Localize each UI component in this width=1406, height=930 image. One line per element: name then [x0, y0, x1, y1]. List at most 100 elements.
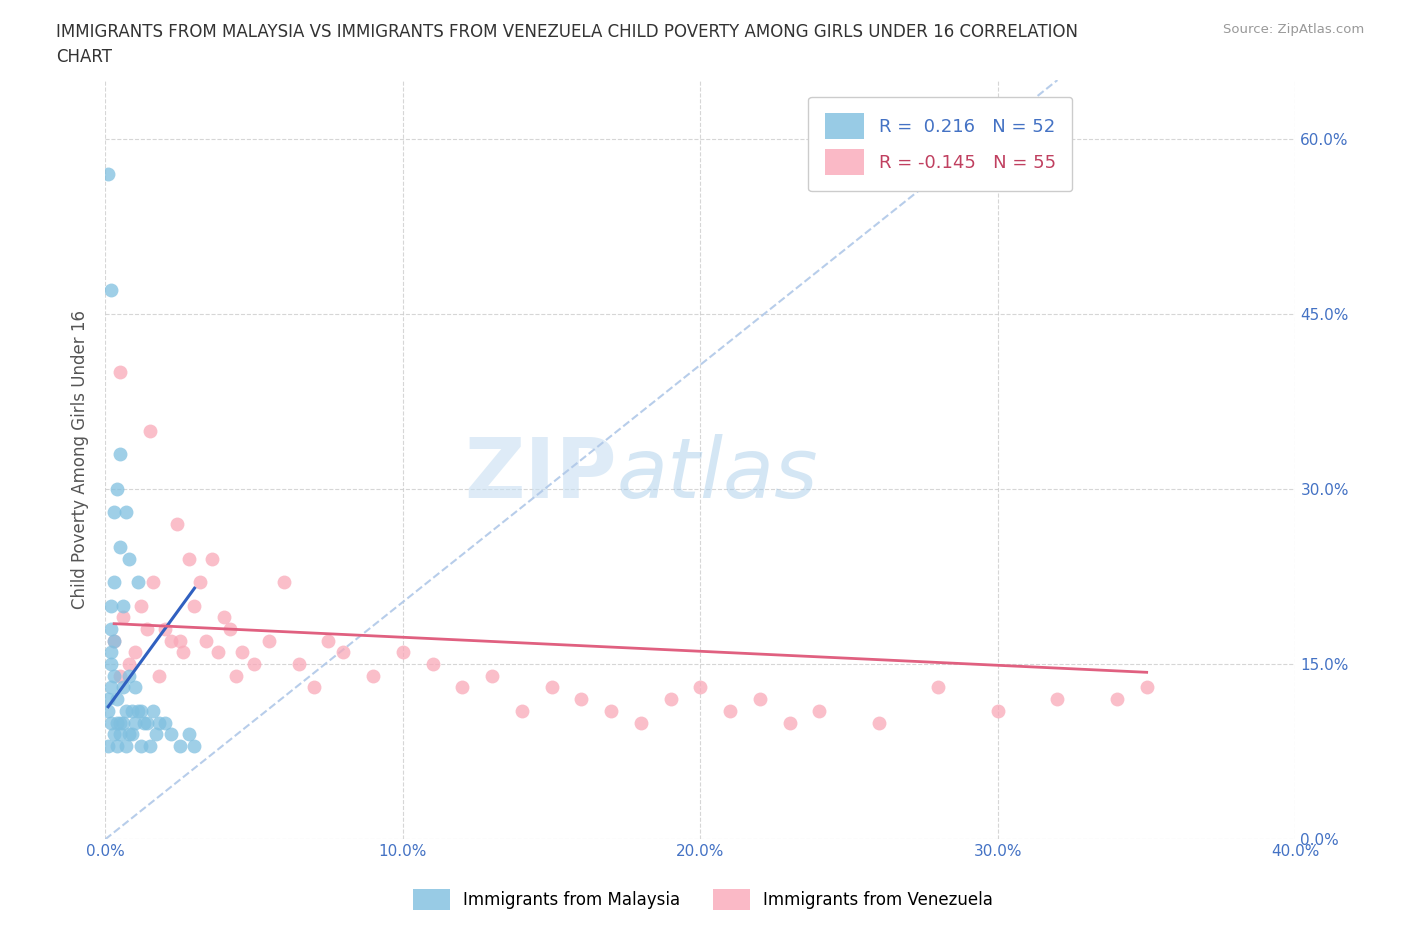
Point: [391, 645, 413, 660]
Point: [183, 738, 205, 753]
Point: [927, 680, 949, 695]
Point: [100, 657, 122, 671]
Point: [103, 505, 125, 520]
Point: [132, 715, 155, 730]
Text: ZIP: ZIP: [464, 434, 617, 515]
Point: [118, 657, 141, 671]
Point: [190, 575, 212, 590]
Point: [108, 540, 131, 555]
Point: [115, 738, 138, 753]
Point: [318, 633, 340, 648]
Point: [118, 669, 141, 684]
Point: [195, 633, 218, 648]
Point: [1046, 692, 1069, 707]
Point: [166, 516, 188, 531]
Point: [108, 669, 131, 684]
Point: [139, 738, 162, 753]
Point: [127, 703, 149, 718]
Point: [159, 726, 181, 741]
Point: [689, 680, 711, 695]
Point: [868, 715, 890, 730]
Point: [103, 575, 125, 590]
Point: [121, 726, 143, 741]
Point: [108, 715, 131, 730]
Text: IMMIGRANTS FROM MALAYSIA VS IMMIGRANTS FROM VENEZUELA CHILD POVERTY AMONG GIRLS : IMMIGRANTS FROM MALAYSIA VS IMMIGRANTS F…: [56, 23, 1078, 41]
Point: [129, 598, 152, 613]
Point: [273, 575, 295, 590]
Point: [748, 692, 770, 707]
Point: [177, 551, 200, 566]
Point: [153, 715, 176, 730]
Point: [100, 645, 122, 660]
Point: [361, 669, 384, 684]
Point: [105, 738, 128, 753]
Point: [201, 551, 224, 566]
Point: [172, 645, 194, 660]
Point: [287, 657, 309, 671]
Point: [112, 680, 135, 695]
Text: Source: ZipAtlas.com: Source: ZipAtlas.com: [1223, 23, 1364, 36]
Point: [112, 610, 135, 625]
Point: [177, 726, 200, 741]
Point: [148, 669, 170, 684]
Point: [153, 621, 176, 636]
Point: [127, 575, 149, 590]
Point: [145, 726, 167, 741]
Point: [100, 715, 122, 730]
Legend: R =  0.216   N = 52, R = -0.145   N = 55: R = 0.216 N = 52, R = -0.145 N = 55: [808, 97, 1073, 192]
Point: [142, 575, 165, 590]
Point: [108, 446, 131, 461]
Point: [97, 692, 120, 707]
Point: [659, 692, 682, 707]
Point: [332, 645, 354, 660]
Point: [112, 715, 135, 730]
Point: [135, 715, 157, 730]
Point: [481, 669, 503, 684]
Point: [630, 715, 652, 730]
Point: [124, 645, 146, 660]
Point: [510, 703, 533, 718]
Point: [1105, 692, 1128, 707]
Point: [540, 680, 562, 695]
Point: [115, 505, 138, 520]
Point: [100, 598, 122, 613]
Point: [808, 703, 831, 718]
Point: [169, 738, 191, 753]
Text: CHART: CHART: [56, 48, 112, 66]
Point: [225, 669, 247, 684]
Y-axis label: Child Poverty Among Girls Under 16: Child Poverty Among Girls Under 16: [72, 311, 89, 609]
Text: atlas: atlas: [617, 434, 818, 515]
Point: [129, 738, 152, 753]
Point: [129, 703, 152, 718]
Point: [97, 166, 120, 181]
Point: [257, 633, 280, 648]
Point: [169, 633, 191, 648]
Point: [118, 726, 141, 741]
Point: [135, 621, 157, 636]
Point: [451, 680, 474, 695]
Point: [97, 738, 120, 753]
Point: [718, 703, 741, 718]
Point: [97, 703, 120, 718]
Point: [103, 669, 125, 684]
Point: [422, 657, 444, 671]
Point: [219, 621, 242, 636]
Point: [148, 715, 170, 730]
Point: [779, 715, 801, 730]
Point: [124, 715, 146, 730]
Point: [207, 645, 229, 660]
Point: [139, 423, 162, 438]
Point: [100, 283, 122, 298]
Point: [212, 610, 235, 625]
Point: [121, 703, 143, 718]
Point: [103, 633, 125, 648]
Legend: Immigrants from Malaysia, Immigrants from Venezuela: Immigrants from Malaysia, Immigrants fro…: [406, 883, 1000, 917]
Point: [183, 598, 205, 613]
Point: [115, 703, 138, 718]
Point: [112, 598, 135, 613]
Point: [105, 482, 128, 497]
Point: [302, 680, 325, 695]
Point: [105, 715, 128, 730]
Point: [100, 680, 122, 695]
Point: [987, 703, 1010, 718]
